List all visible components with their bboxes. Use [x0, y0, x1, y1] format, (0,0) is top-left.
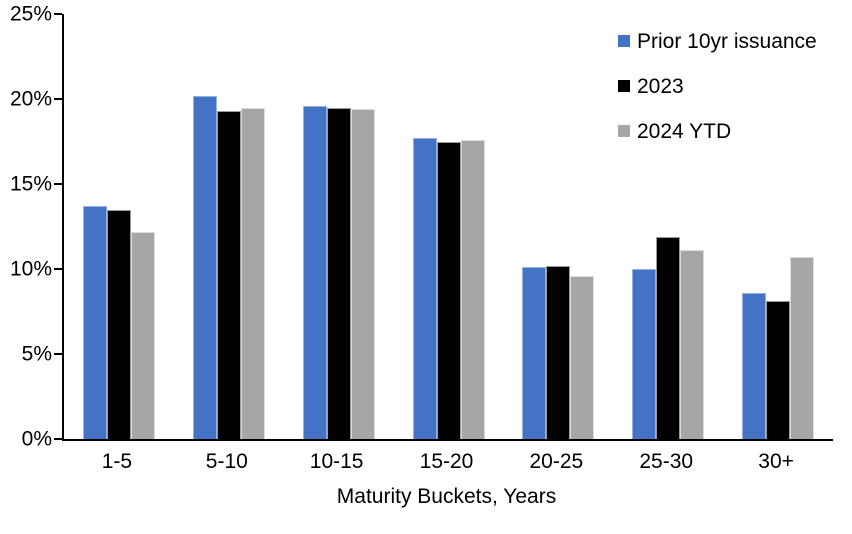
x-axis-labels: 1-5 5-10 10-15 15-20 20-25 25-30 30+ [62, 450, 831, 473]
x-tick-label: 15-20 [419, 450, 474, 473]
bar [240, 107, 265, 439]
y-tick-label: 15% [9, 172, 52, 196]
bar-group-1-5 [64, 14, 174, 439]
y-ticks [54, 13, 833, 440]
bar [546, 265, 571, 439]
bar-groups [64, 14, 833, 439]
x-tick-label: 30+ [758, 450, 794, 473]
bar-group-10-15 [284, 14, 394, 439]
y-tick-label: 5% [21, 342, 52, 366]
bar [766, 301, 791, 439]
bar [412, 138, 437, 439]
bar [436, 141, 461, 439]
bar [570, 275, 595, 439]
bar [790, 257, 815, 439]
y-tick-label: 20% [9, 87, 52, 111]
y-tick-mark [54, 353, 62, 355]
y-tick-mark [54, 438, 62, 440]
legend-label: 2023 [637, 74, 684, 98]
bar [680, 250, 705, 439]
legend-item-2024-ytd: 2024 YTD [618, 119, 817, 143]
bar [106, 209, 131, 439]
plot-area: Prior 10yr issuance 2023 2024 YTD [54, 13, 833, 441]
bar-group-5-10 [174, 14, 284, 439]
y-tick-label: 0% [21, 427, 52, 451]
legend-swatch-icon [618, 125, 630, 137]
x-tick-label: 1-5 [101, 450, 133, 473]
legend-swatch-icon [618, 80, 630, 92]
bar-group-15-20 [394, 14, 504, 439]
legend-label: 2024 YTD [637, 119, 732, 143]
x-tick-label: 25-30 [639, 450, 694, 473]
y-tick-label: 25% [9, 2, 52, 26]
bar-group-25-30 [613, 14, 723, 439]
x-axis-title: Maturity Buckets, Years [336, 485, 557, 508]
bar [192, 95, 217, 439]
y-tick-mark [54, 183, 62, 185]
bar [350, 109, 375, 439]
legend-label: Prior 10yr issuance [637, 29, 817, 53]
bar [82, 206, 107, 439]
x-tick-label: 20-25 [529, 450, 584, 473]
bar [326, 107, 351, 439]
y-axis-labels: 0% 5% 10% 15% 20% 25% [0, 4, 52, 450]
bar [632, 269, 657, 439]
legend-swatch-icon [618, 35, 630, 47]
bar [522, 267, 547, 439]
bar [216, 110, 241, 439]
bar [130, 231, 155, 439]
bar-group-30+ [723, 14, 833, 439]
y-tick-mark [54, 13, 62, 15]
y-tick-mark [54, 98, 62, 100]
legend-item-2023: 2023 [618, 74, 817, 98]
bar [460, 139, 485, 439]
y-tick-mark [54, 268, 62, 270]
legend-item-prior-10yr: Prior 10yr issuance [618, 29, 817, 53]
bar [656, 236, 681, 439]
bar [742, 292, 767, 439]
x-tick-label: 10-15 [309, 450, 364, 473]
y-tick-label: 10% [9, 257, 52, 281]
bar [302, 105, 327, 439]
bar-group-20-25 [503, 14, 613, 439]
chart-legend: Prior 10yr issuance 2023 2024 YTD [618, 29, 817, 143]
x-tick-label: 5-10 [205, 450, 248, 473]
